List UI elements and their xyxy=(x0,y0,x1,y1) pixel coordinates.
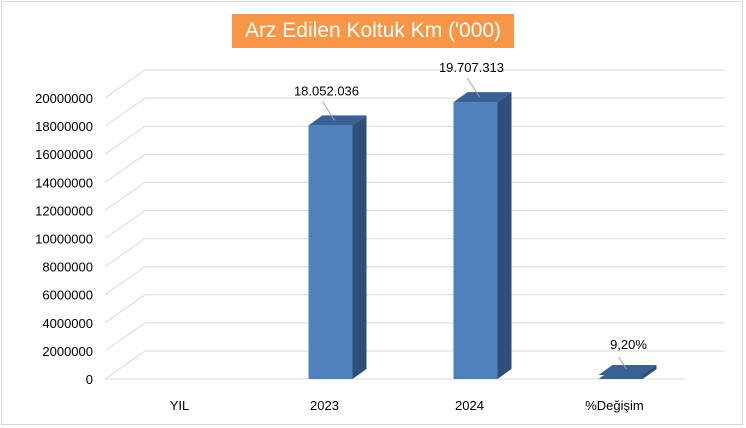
y-tick-label: 12000000 xyxy=(35,203,93,218)
y-tick-label: 6000000 xyxy=(42,288,93,303)
gridline xyxy=(104,69,725,99)
y-tick-label: 10000000 xyxy=(35,232,93,247)
chart-title: Arz Edilen Koltuk Km ('000) xyxy=(232,14,514,48)
gridline xyxy=(104,294,725,324)
data-label: 18.052.036 xyxy=(294,83,359,98)
bar-top xyxy=(598,365,657,375)
gridline xyxy=(104,210,725,239)
gridline xyxy=(104,350,725,380)
gridlines xyxy=(104,69,725,380)
y-tick-label: 14000000 xyxy=(35,175,93,190)
data-labels: 18.052.036 19.707.313 9,20% xyxy=(294,60,647,370)
bar-side xyxy=(642,365,657,379)
x-tick-labels: YIL 2023 2024 %Değişim xyxy=(170,398,644,413)
y-tick-labels: 0 2000000 4000000 6000000 8000000 10000000 120… xyxy=(35,91,93,387)
y-tick-label: 16000000 xyxy=(35,147,93,162)
bar-side xyxy=(497,92,512,380)
y-tick-label: 20000000 xyxy=(35,91,93,106)
bar-side xyxy=(352,115,367,379)
data-label: 19.707.313 xyxy=(439,60,504,75)
y-tick-label: 8000000 xyxy=(42,260,93,275)
y-tick-label: 18000000 xyxy=(35,119,93,134)
bars xyxy=(308,92,657,380)
gridline xyxy=(104,125,725,155)
gridline xyxy=(104,153,725,183)
bar-top xyxy=(308,115,367,126)
gridline xyxy=(104,238,725,268)
bar-top xyxy=(453,92,512,103)
y-tick-label: 2000000 xyxy=(42,344,93,359)
y-tick-label: 0 xyxy=(86,372,93,387)
bar xyxy=(453,92,512,380)
x-tick-label: 2024 xyxy=(455,398,484,413)
gridline xyxy=(104,97,725,127)
x-tick-label: %Değişim xyxy=(585,398,644,413)
gridline xyxy=(104,322,725,352)
bar xyxy=(308,115,367,379)
x-tick-label: YIL xyxy=(170,398,190,413)
data-label-leader xyxy=(467,77,480,98)
gridline xyxy=(104,266,725,296)
x-tick-label: 2023 xyxy=(310,398,339,413)
bar-front xyxy=(453,102,498,380)
y-tick-label: 4000000 xyxy=(42,316,93,331)
data-label-leader xyxy=(322,101,335,121)
gridline xyxy=(104,181,725,211)
data-label-leader xyxy=(618,356,627,370)
bar xyxy=(598,365,657,379)
data-label: 9,20% xyxy=(610,337,647,352)
bar-front xyxy=(308,125,353,379)
